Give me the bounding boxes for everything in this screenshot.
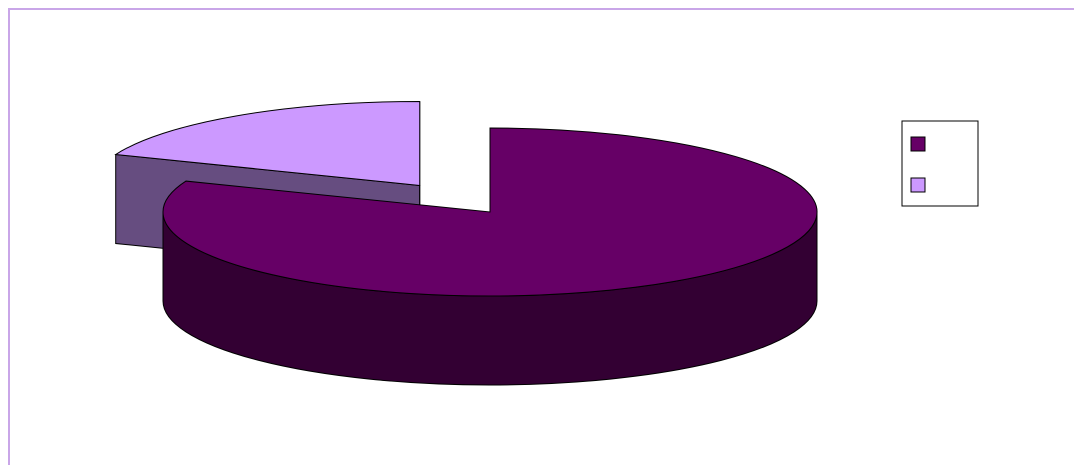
legend-swatch-1: [910, 136, 926, 152]
pie-layer: [114, 100, 818, 386]
legend-swatch-2: [910, 177, 926, 193]
legend-items: [910, 136, 926, 193]
legend: [901, 120, 979, 207]
pie-slice-1: [162, 127, 818, 386]
pie-slice-2-top: [114, 100, 421, 186]
pie-slice-1-top: [162, 127, 818, 297]
legend-box: [901, 120, 979, 207]
